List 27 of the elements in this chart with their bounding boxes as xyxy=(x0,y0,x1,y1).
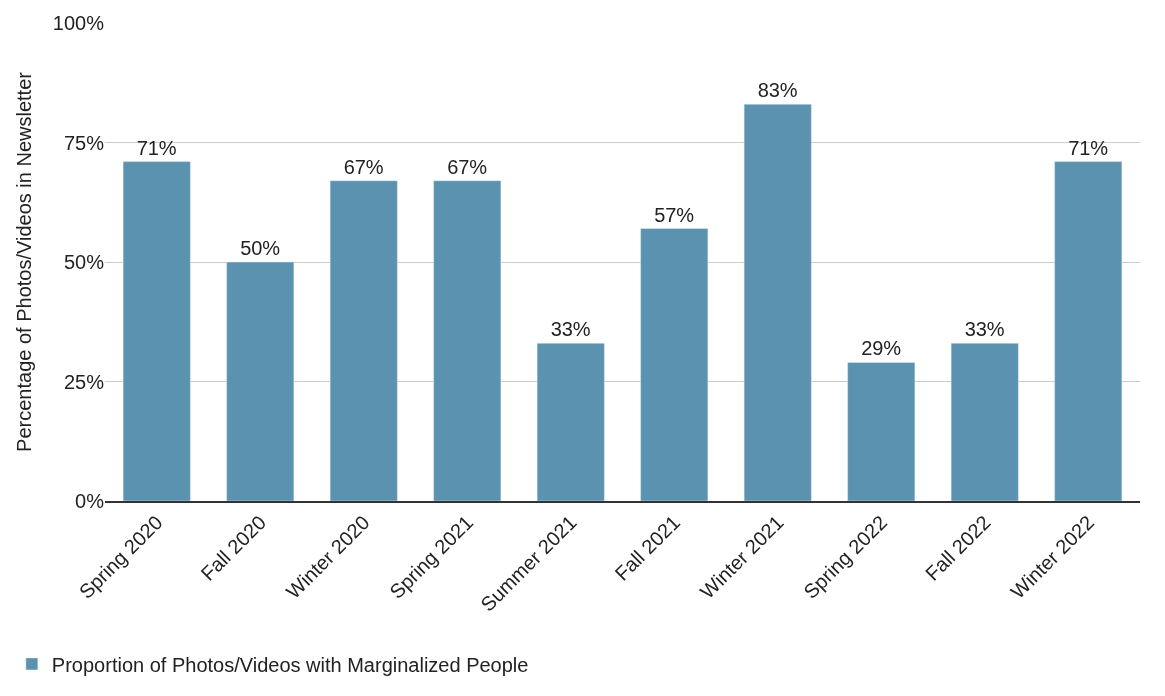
data-label: 33% xyxy=(550,318,591,341)
data-label: 33% xyxy=(964,318,1005,341)
bar xyxy=(950,343,1019,501)
data-label: 83% xyxy=(757,79,798,102)
data-label: 50% xyxy=(240,237,281,259)
bar xyxy=(743,104,812,501)
y-tick-label: 0% xyxy=(75,490,105,512)
data-label: 29% xyxy=(861,337,902,360)
bar xyxy=(1054,161,1123,501)
y-axis-title: Percentage of Photos/Videos in Newsletter xyxy=(13,71,36,452)
data-label: 71% xyxy=(1068,136,1109,159)
bar xyxy=(122,161,191,501)
y-tick-label: 25% xyxy=(63,370,105,393)
data-label: 67% xyxy=(343,155,384,178)
bar xyxy=(433,180,502,501)
bar xyxy=(329,180,398,501)
legend-label: Proportion of Photos/Videos with Marginalized People xyxy=(51,653,529,676)
y-tick-label: 100% xyxy=(52,12,105,34)
data-label: 71% xyxy=(136,136,177,159)
bar xyxy=(536,343,605,501)
bar xyxy=(226,261,295,501)
y-tick-label: 75% xyxy=(63,131,105,154)
y-tick-label: 50% xyxy=(63,251,105,273)
bar xyxy=(640,228,709,501)
data-label: 67% xyxy=(447,155,488,178)
bar xyxy=(847,362,916,501)
data-label: 57% xyxy=(654,203,695,226)
